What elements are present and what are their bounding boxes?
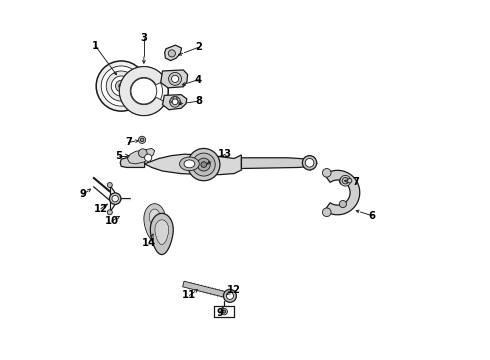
Polygon shape — [150, 213, 173, 255]
Polygon shape — [161, 70, 188, 88]
Polygon shape — [149, 209, 160, 225]
Circle shape — [107, 210, 112, 215]
Text: 9: 9 — [217, 309, 223, 318]
Circle shape — [172, 99, 178, 105]
Circle shape — [131, 78, 157, 104]
Text: 7: 7 — [125, 138, 132, 147]
Circle shape — [178, 101, 180, 103]
Circle shape — [139, 136, 146, 143]
Text: 12: 12 — [94, 204, 108, 214]
Circle shape — [221, 309, 227, 315]
Circle shape — [223, 310, 225, 313]
Circle shape — [140, 138, 144, 141]
Circle shape — [302, 156, 317, 170]
Circle shape — [223, 289, 236, 302]
Polygon shape — [120, 158, 145, 167]
Circle shape — [170, 96, 180, 107]
Circle shape — [172, 75, 179, 82]
Circle shape — [188, 148, 220, 181]
Text: 10: 10 — [104, 216, 119, 226]
Polygon shape — [127, 148, 155, 164]
Circle shape — [107, 183, 112, 188]
Circle shape — [305, 158, 314, 167]
Polygon shape — [145, 154, 242, 175]
Circle shape — [96, 61, 147, 111]
Circle shape — [322, 208, 331, 217]
Circle shape — [172, 97, 174, 99]
Circle shape — [176, 97, 178, 99]
Circle shape — [139, 149, 147, 157]
Text: 12: 12 — [226, 285, 241, 296]
Circle shape — [340, 175, 351, 186]
Circle shape — [168, 50, 175, 57]
Text: 1: 1 — [92, 41, 98, 50]
Circle shape — [116, 80, 127, 92]
Circle shape — [112, 195, 119, 202]
Text: 9: 9 — [79, 189, 86, 199]
Text: 13: 13 — [218, 149, 232, 159]
Polygon shape — [120, 67, 166, 116]
Text: 6: 6 — [369, 211, 376, 221]
Circle shape — [125, 72, 163, 110]
Circle shape — [192, 153, 215, 176]
Text: 14: 14 — [142, 238, 156, 248]
Circle shape — [106, 71, 136, 101]
Text: 11: 11 — [182, 291, 196, 301]
Ellipse shape — [179, 157, 199, 171]
Circle shape — [145, 154, 152, 161]
Circle shape — [109, 193, 121, 204]
Circle shape — [342, 177, 349, 184]
Polygon shape — [165, 45, 181, 60]
Ellipse shape — [184, 160, 195, 168]
Circle shape — [170, 101, 172, 103]
Circle shape — [226, 292, 234, 300]
Text: 8: 8 — [195, 96, 202, 106]
Text: 4: 4 — [195, 75, 202, 85]
Text: 2: 2 — [195, 42, 202, 52]
Polygon shape — [183, 281, 229, 298]
Circle shape — [322, 168, 331, 177]
Polygon shape — [242, 158, 317, 168]
Polygon shape — [324, 170, 360, 215]
Circle shape — [339, 177, 346, 185]
Text: 5: 5 — [115, 150, 122, 161]
Circle shape — [197, 158, 210, 171]
Text: 3: 3 — [141, 33, 147, 43]
Circle shape — [339, 201, 346, 208]
Circle shape — [201, 162, 207, 167]
Text: 7: 7 — [352, 177, 359, 187]
Circle shape — [347, 179, 352, 183]
Circle shape — [119, 84, 124, 89]
Polygon shape — [163, 95, 187, 110]
Polygon shape — [144, 204, 166, 241]
Circle shape — [101, 66, 141, 106]
Circle shape — [169, 72, 181, 85]
Circle shape — [111, 76, 131, 96]
Polygon shape — [155, 220, 169, 244]
Circle shape — [120, 67, 168, 116]
